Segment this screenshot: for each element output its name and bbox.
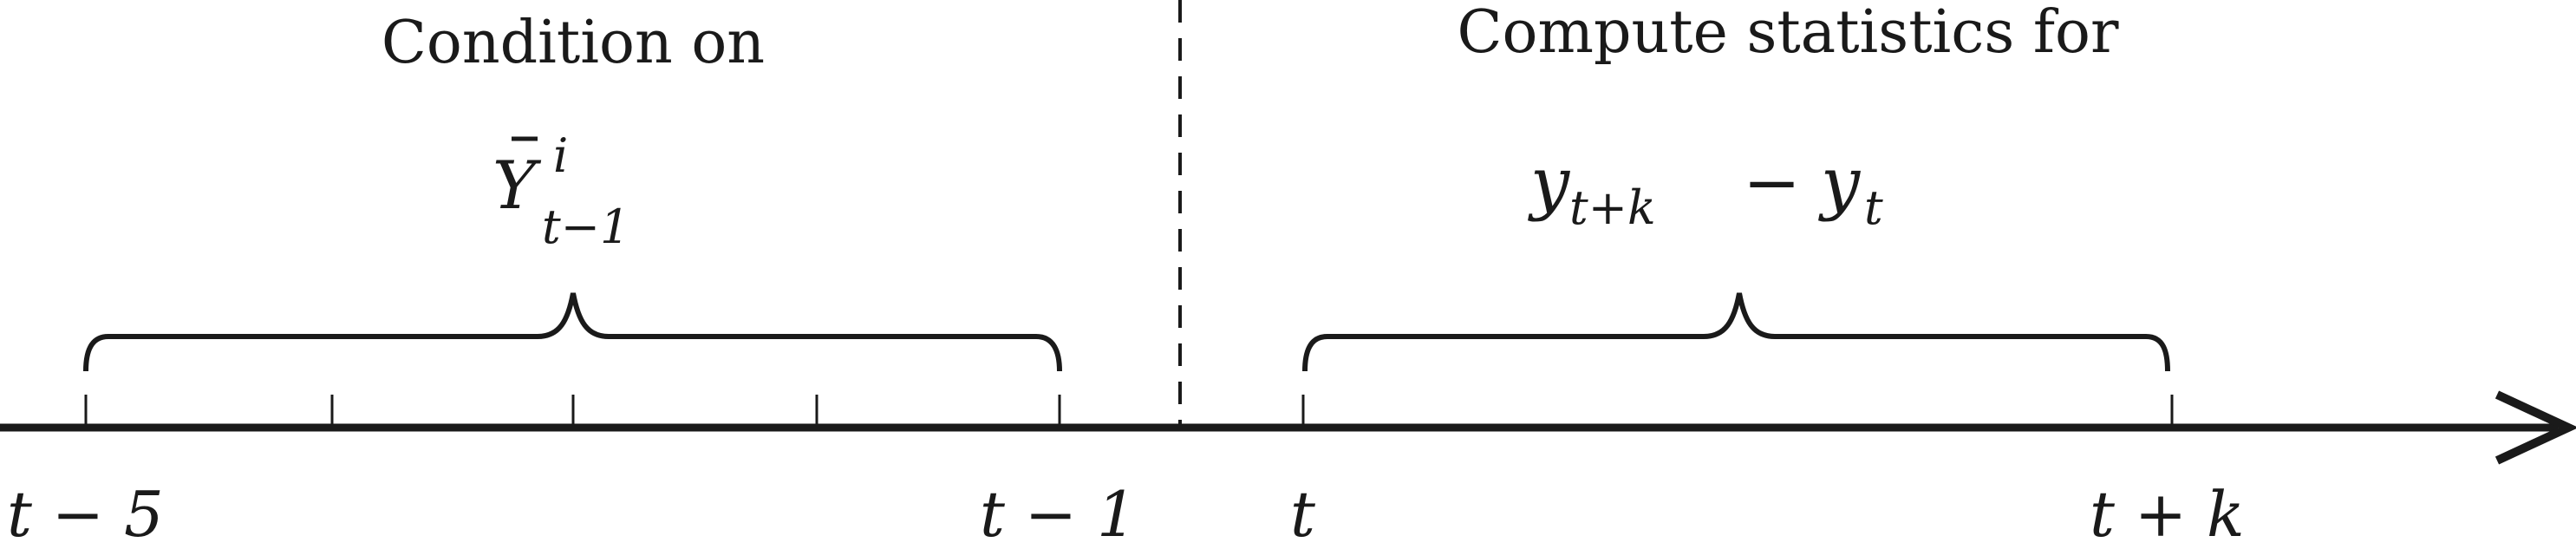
left-brace (83, 292, 1062, 372)
math-base: Y (492, 147, 542, 224)
math-term1: y (1528, 142, 1571, 223)
right-heading: Compute statistics for (1458, 0, 2119, 67)
label-t-minus-1: t − 1 (980, 478, 1137, 549)
math-operator: − (1743, 142, 1801, 223)
right-brace (1302, 292, 2170, 372)
label-t-plus-k: t + k (2090, 478, 2245, 549)
axis-arrowhead-icon (2494, 390, 2576, 465)
left-math-expression: Y i t−1 (492, 128, 629, 254)
label-t: t (1290, 478, 1316, 549)
math-term2-subscript: t (1864, 180, 1883, 235)
axis-ticks (84, 395, 2174, 428)
math-term1-subscript: t+k (1569, 180, 1656, 235)
math-term2: y (1818, 142, 1862, 223)
label-t-minus-5: t − 5 (7, 478, 164, 549)
math-superscript: i (553, 128, 568, 183)
right-math-expression: y t+k − y t (1528, 142, 1883, 235)
math-subscript: t−1 (542, 199, 629, 254)
left-heading: Condition on (382, 9, 765, 77)
